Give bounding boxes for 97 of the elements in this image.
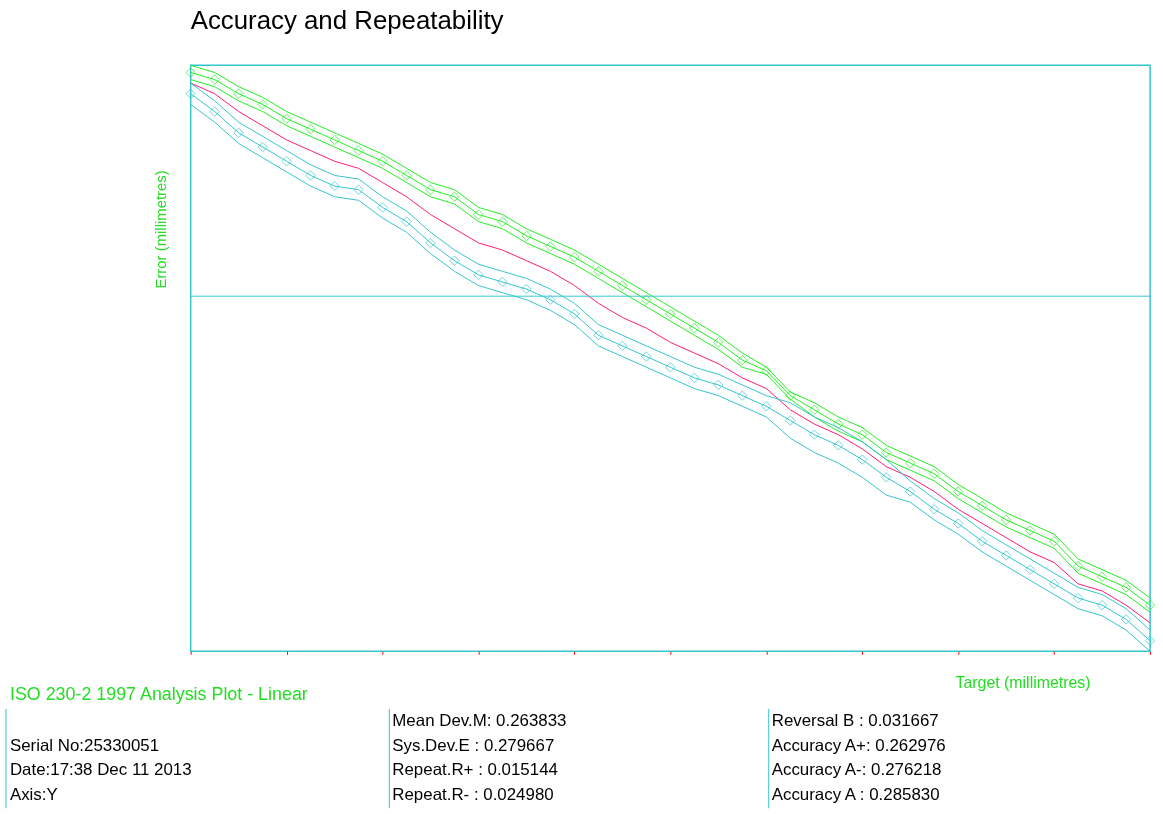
text: Accuracy A+: 0.262976 bbox=[771, 735, 946, 755]
point bbox=[713, 337, 724, 348]
point bbox=[329, 180, 340, 192]
point bbox=[569, 251, 580, 263]
point bbox=[976, 500, 988, 511]
point bbox=[929, 468, 940, 479]
point bbox=[641, 294, 652, 305]
point bbox=[521, 230, 532, 242]
point bbox=[953, 518, 964, 529]
point bbox=[737, 390, 748, 401]
point bbox=[857, 454, 868, 465]
point bbox=[473, 209, 484, 220]
point bbox=[617, 340, 628, 352]
point bbox=[425, 237, 436, 249]
point bbox=[329, 134, 340, 146]
point bbox=[689, 322, 700, 334]
text: Mean Dev.M: 0.263833 bbox=[392, 710, 567, 730]
point bbox=[1144, 599, 1156, 611]
point bbox=[1120, 582, 1132, 593]
text: Accuracy A-: 0.276218 bbox=[771, 760, 942, 780]
point bbox=[785, 415, 796, 426]
point bbox=[665, 308, 676, 320]
point bbox=[449, 191, 460, 202]
point bbox=[1072, 560, 1084, 572]
text: Repeat.R- : 0.024980 bbox=[392, 785, 554, 805]
point bbox=[569, 308, 580, 320]
text: Repeat.R+ : 0.015144 bbox=[392, 760, 558, 780]
point bbox=[1000, 550, 1012, 561]
point bbox=[1048, 578, 1060, 590]
point bbox=[401, 216, 412, 227]
point bbox=[617, 280, 628, 291]
point bbox=[545, 294, 556, 305]
point bbox=[665, 362, 676, 373]
point bbox=[976, 536, 988, 547]
y-axis-title: Error (millimetres) bbox=[152, 170, 169, 289]
point bbox=[1096, 599, 1108, 611]
point bbox=[689, 372, 700, 384]
point bbox=[497, 216, 508, 227]
point bbox=[257, 141, 268, 153]
point bbox=[233, 88, 244, 99]
point bbox=[1120, 614, 1132, 625]
point bbox=[857, 429, 868, 440]
point bbox=[209, 106, 220, 117]
point bbox=[713, 379, 724, 391]
point bbox=[185, 67, 196, 78]
point bbox=[305, 170, 316, 181]
text: Reversal B : 0.031667 bbox=[771, 710, 939, 730]
point bbox=[1072, 592, 1084, 604]
point bbox=[929, 504, 940, 515]
point bbox=[761, 365, 772, 376]
point bbox=[209, 74, 220, 85]
point bbox=[185, 88, 196, 99]
point bbox=[377, 202, 388, 213]
point bbox=[377, 156, 388, 167]
point bbox=[833, 418, 844, 430]
point bbox=[305, 124, 316, 135]
point bbox=[593, 330, 604, 341]
point bbox=[353, 145, 364, 156]
point bbox=[449, 255, 460, 266]
point bbox=[353, 184, 364, 195]
point bbox=[281, 113, 292, 124]
text: Serial No:25330051 bbox=[9, 735, 160, 755]
point bbox=[497, 276, 508, 288]
point bbox=[521, 283, 532, 295]
point bbox=[257, 99, 268, 110]
point bbox=[1144, 635, 1156, 646]
point bbox=[761, 401, 772, 412]
chart-title: Accuracy and Repeatability bbox=[190, 5, 504, 34]
point bbox=[953, 486, 964, 497]
point bbox=[593, 266, 604, 277]
point bbox=[809, 429, 820, 440]
point bbox=[1000, 514, 1012, 526]
point bbox=[809, 404, 820, 416]
x-axis-title: Target (millimetres) bbox=[955, 674, 1091, 692]
point bbox=[545, 241, 556, 252]
point bbox=[905, 486, 916, 497]
point bbox=[1096, 571, 1108, 582]
text: Axis:Y bbox=[9, 785, 58, 805]
point bbox=[833, 440, 844, 451]
text: ISO 230-2 1997 Analysis Plot - Linear bbox=[9, 683, 308, 704]
point bbox=[233, 127, 244, 139]
point bbox=[785, 390, 796, 401]
point bbox=[281, 156, 292, 167]
point bbox=[425, 184, 436, 195]
point bbox=[881, 472, 892, 483]
text: Sys.Dev.E : 0.279667 bbox=[392, 735, 555, 755]
point bbox=[905, 457, 916, 469]
point bbox=[1024, 564, 1036, 575]
point bbox=[641, 351, 652, 362]
point bbox=[881, 447, 892, 458]
point bbox=[401, 170, 412, 181]
point bbox=[737, 354, 748, 366]
point bbox=[1024, 525, 1036, 536]
point bbox=[1048, 536, 1060, 547]
point bbox=[473, 269, 484, 281]
text: Date:17:38 Dec 11 2013 bbox=[9, 760, 192, 780]
text: Accuracy A : 0.285830 bbox=[771, 785, 940, 805]
